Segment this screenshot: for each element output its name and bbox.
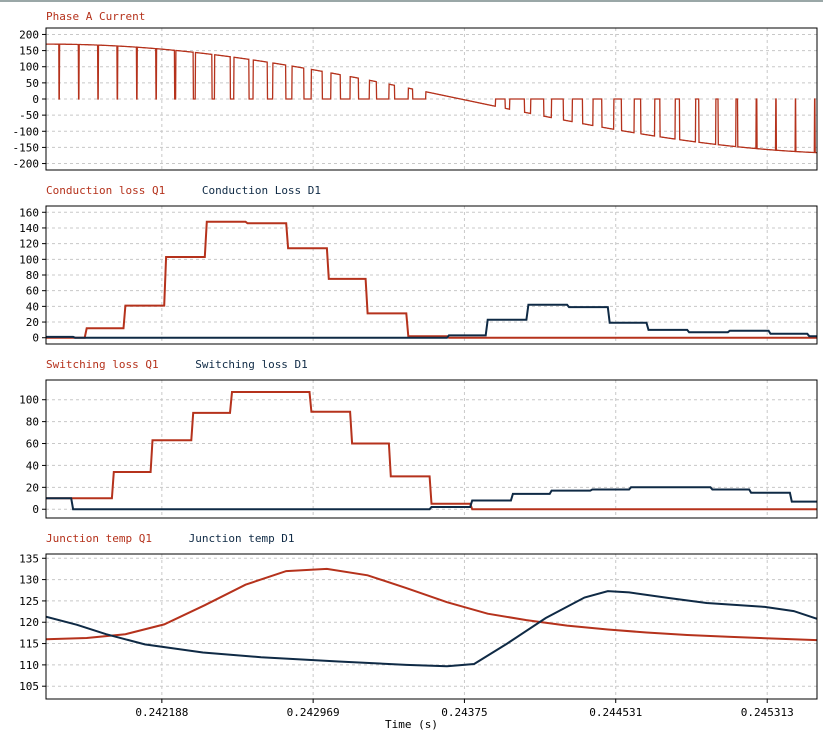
conduction-loss-ytick-label-8: 160 bbox=[19, 206, 39, 219]
conduction-loss-frame bbox=[45, 205, 818, 345]
junction-temp-ytick-label-5: 130 bbox=[19, 574, 39, 587]
conduction-loss-ytick-label-1: 20 bbox=[26, 316, 39, 329]
switching-loss-ytick-label-0: 0 bbox=[32, 503, 39, 516]
phase-a-current-ytick-label-8: 200 bbox=[19, 28, 39, 41]
phase-a-current-frame bbox=[45, 27, 818, 171]
junction-temp-series-q1-line bbox=[46, 567, 817, 642]
legend-switching-loss-q1: Switching loss Q1 bbox=[46, 358, 159, 371]
legend-conduction-loss-d1: Conduction Loss D1 bbox=[201, 184, 322, 197]
junction-temp-series-d1-line bbox=[46, 590, 817, 668]
legend-switching: Switching loss Q1 Switching loss D1 bbox=[46, 358, 308, 371]
phase-a-current-ytick-label-6: 100 bbox=[19, 61, 39, 74]
legend-phase-a: Phase A Current bbox=[46, 10, 145, 23]
x-tick-label-3: 0.244531 bbox=[589, 706, 642, 719]
conduction-loss-series-d1-line bbox=[46, 303, 817, 339]
switching-loss-ytick-label-3: 60 bbox=[26, 438, 39, 451]
top-border-line bbox=[0, 0, 823, 2]
x-tick-label-4: 0.245313 bbox=[741, 706, 794, 719]
conduction-loss-ytick-label-7: 140 bbox=[19, 222, 39, 235]
conduction-loss-ytick-label-0: 0 bbox=[32, 332, 39, 345]
phase-a-current-ytick-label-0: -200 bbox=[13, 158, 40, 171]
phase-a-current-ytick-label-1: -150 bbox=[13, 141, 40, 154]
switching-loss-ytick-label-4: 80 bbox=[26, 416, 39, 429]
legend-junction-temp-d1: Junction temp D1 bbox=[188, 532, 295, 545]
phase-a-current-series-q1-line bbox=[46, 43, 817, 154]
junction-temp-ytick-label-2: 115 bbox=[19, 638, 39, 651]
conduction-loss-ytick-label-3: 60 bbox=[26, 285, 39, 298]
legend-switching-loss-d1: Switching loss D1 bbox=[195, 358, 308, 371]
x-tick-label-1: 0.242969 bbox=[287, 706, 340, 719]
phase-a-current-ytick-label-7: 150 bbox=[19, 45, 39, 58]
switching-loss-series-d1-line bbox=[46, 486, 817, 511]
phase-a-current-ytick-label-4: 0 bbox=[32, 93, 39, 106]
legend-conduction-loss-q1: Conduction loss Q1 bbox=[46, 184, 166, 197]
legend-junction-temp-q1: Junction temp Q1 bbox=[46, 532, 152, 545]
switching-loss-ytick-label-1: 20 bbox=[26, 481, 39, 494]
phase-a-current-ytick-label-5: 50 bbox=[26, 77, 39, 90]
x-axis-label: Time (s) bbox=[385, 718, 438, 731]
phase-a-current-ytick-label-3: -50 bbox=[19, 109, 39, 122]
junction-temp-frame bbox=[45, 553, 818, 700]
legend-conduction: Conduction loss Q1 Conduction Loss D1 bbox=[46, 184, 321, 197]
switching-loss-ytick-label-5: 100 bbox=[19, 394, 39, 407]
switching-loss-series-q1-line bbox=[46, 391, 817, 511]
conduction-loss-ytick-label-4: 80 bbox=[26, 269, 39, 282]
conduction-loss-ytick-label-2: 40 bbox=[26, 300, 39, 313]
junction-temp-ytick-label-3: 120 bbox=[19, 616, 39, 629]
switching-loss-ytick-label-2: 40 bbox=[26, 459, 39, 472]
conduction-loss-ytick-label-5: 100 bbox=[19, 253, 39, 266]
phase-a-current-ytick-label-2: -100 bbox=[13, 125, 40, 138]
x-tick-label-0: 0.242188 bbox=[135, 706, 188, 719]
junction-temp-ytick-label-0: 105 bbox=[19, 680, 39, 693]
switching-loss-frame bbox=[45, 379, 818, 519]
junction-temp-ytick-label-4: 125 bbox=[19, 595, 39, 608]
junction-temp-ytick-label-1: 110 bbox=[19, 659, 39, 672]
junction-temp-ytick-label-6: 135 bbox=[19, 552, 39, 565]
x-tick-label-2: 0.24375 bbox=[441, 706, 487, 719]
conduction-loss-ytick-label-6: 120 bbox=[19, 238, 39, 251]
legend-junction: Junction temp Q1 Junction temp D1 bbox=[46, 532, 295, 545]
legend-phase-a-current: Phase A Current bbox=[46, 10, 146, 23]
